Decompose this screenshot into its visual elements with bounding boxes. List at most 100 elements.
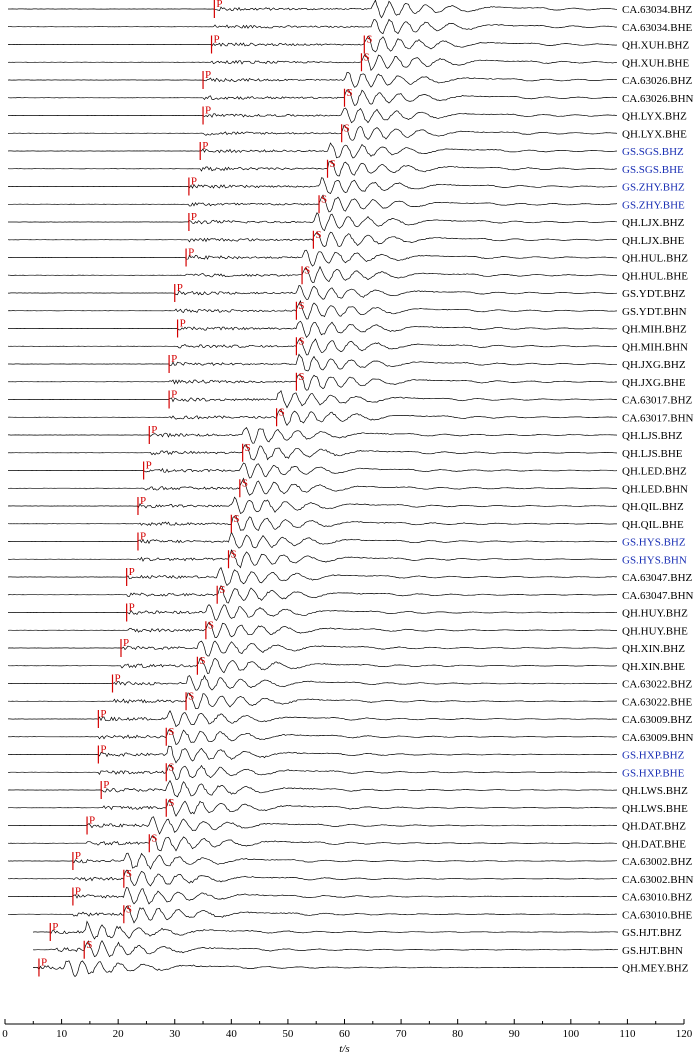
waveform-trace [32,940,618,958]
x-tick-label: 120 [676,1028,693,1040]
waveform-trace [8,107,618,124]
waveform-trace [8,194,618,213]
station-label: QH.MIH.BHN [622,341,688,353]
s-pick-label: S [315,229,321,241]
s-pick-label: S [199,655,205,667]
p-pick-label: P [171,353,177,365]
station-label: QH.HUY.BHZ [622,608,688,620]
s-pick-label: S [151,832,157,844]
waveform-trace [7,566,618,586]
station-label: CA.63026.BHN [622,93,694,105]
waveform-trace [7,374,618,391]
waveform-trace [7,444,618,461]
waveform-trace [32,920,619,940]
waveform-trace [7,337,617,356]
p-pick-label: P [180,318,186,330]
p-pick-label: P [188,247,194,259]
x-tick-label: 70 [396,1028,408,1040]
station-label: QH.LJS.BHZ [622,430,683,442]
waveform-trace [8,427,618,444]
station-label: GS.ZHY.BHE [622,199,685,211]
waveform-trace [7,604,618,621]
station-label: GS.HXP.BHE [622,767,685,779]
p-pick-label: P [216,0,222,10]
x-tick-label: 30 [169,1028,181,1040]
station-label: GS.SGS.BHE [622,164,684,176]
x-tick-label: 50 [282,1028,294,1040]
station-label: QH.XIN.BHZ [622,643,685,655]
trace-group [7,0,619,978]
waveform-trace [8,212,618,232]
waveform-trace [7,231,618,248]
x-axis-title: t/s [339,1043,349,1055]
station-label: GS.SGS.BHZ [622,146,684,158]
x-tick-label: 80 [452,1028,464,1040]
station-label: CA.63017.BHN [622,412,694,424]
station-label: QH.MEY.BHZ [622,963,689,975]
station-label: QH.LWS.BHE [622,803,688,815]
station-label: CA.63034.BHZ [622,4,693,16]
waveform-trace [7,72,618,88]
p-pick-label: P [191,176,197,188]
waveform-trace [7,798,618,817]
station-label: GS.YDT.BHN [622,306,687,318]
waveform-trace [8,320,618,339]
s-pick-label: S [126,868,132,880]
waveform-trace [7,549,618,569]
x-tick-label: 60 [339,1028,351,1040]
s-pick-label: S [366,34,372,46]
p-pick-label: P [146,460,152,472]
station-label: QH.QIL.BHZ [622,501,684,513]
waveform-trace [7,869,618,887]
s-pick-label: S [279,406,285,418]
waveform-trace [7,729,617,745]
p-pick-label: P [171,389,177,401]
waveform-trace [7,621,617,638]
station-label: CA.63009.BHZ [622,714,693,726]
s-pick-label: S [298,371,304,383]
station-label: CA.63047.BHN [622,590,694,602]
station-label: CA.63010.BHE [622,909,693,921]
p-pick-label: P [75,886,81,898]
waveform-trace [7,514,618,531]
x-tick-group: 0 10 20 30 40 50 60 70 80 90 100 110 120 [2,1019,693,1040]
waveform-trace [7,531,617,549]
station-label: QH.XUH.BHZ [622,40,690,52]
p-pick-label: P [205,105,211,117]
s-pick-label: S [219,584,225,596]
s-pick-label: S [363,51,369,63]
waveform-trace [7,585,618,604]
station-label: QH.LJX.BHE [622,235,685,247]
station-label: CA.63009.BHN [622,732,694,744]
s-pick-label: S [298,335,304,347]
station-label: QH.HUY.BHE [622,625,688,637]
s-pick-label: S [208,619,214,631]
p-pick-label: P [202,140,208,152]
x-tick-label: 90 [509,1028,521,1040]
waveform-trace [8,285,618,300]
station-label: CA.63022.BHE [622,696,693,708]
waveform-trace [7,36,618,53]
station-label: GS.HJT.BHZ [622,927,682,939]
p-pick-label: P [151,424,157,436]
station-label: QH.XIN.BHE [622,661,685,673]
waveform-trace [8,0,618,19]
s-pick-label: S [126,903,132,915]
station-label: QH.LJS.BHE [622,448,683,460]
p-pick-label: P [41,957,47,969]
p-pick-label: P [140,531,146,543]
station-label: GS.YDT.BHZ [622,288,686,300]
s-pick-label: S [86,939,92,951]
station-label: GS.ZHY.BHZ [622,182,685,194]
waveform-trace [7,89,617,106]
p-pick-label: P [123,637,129,649]
station-label: QH.LYX.BHE [622,128,687,140]
p-pick-label: P [103,779,109,791]
waveform-trace [8,462,618,479]
station-label: QH.QIL.BHE [622,519,684,531]
waveform-trace [7,124,618,141]
waveform-trace [7,408,618,426]
station-label: QH.XUH.BHE [622,57,690,69]
waveform-trace [8,353,617,372]
